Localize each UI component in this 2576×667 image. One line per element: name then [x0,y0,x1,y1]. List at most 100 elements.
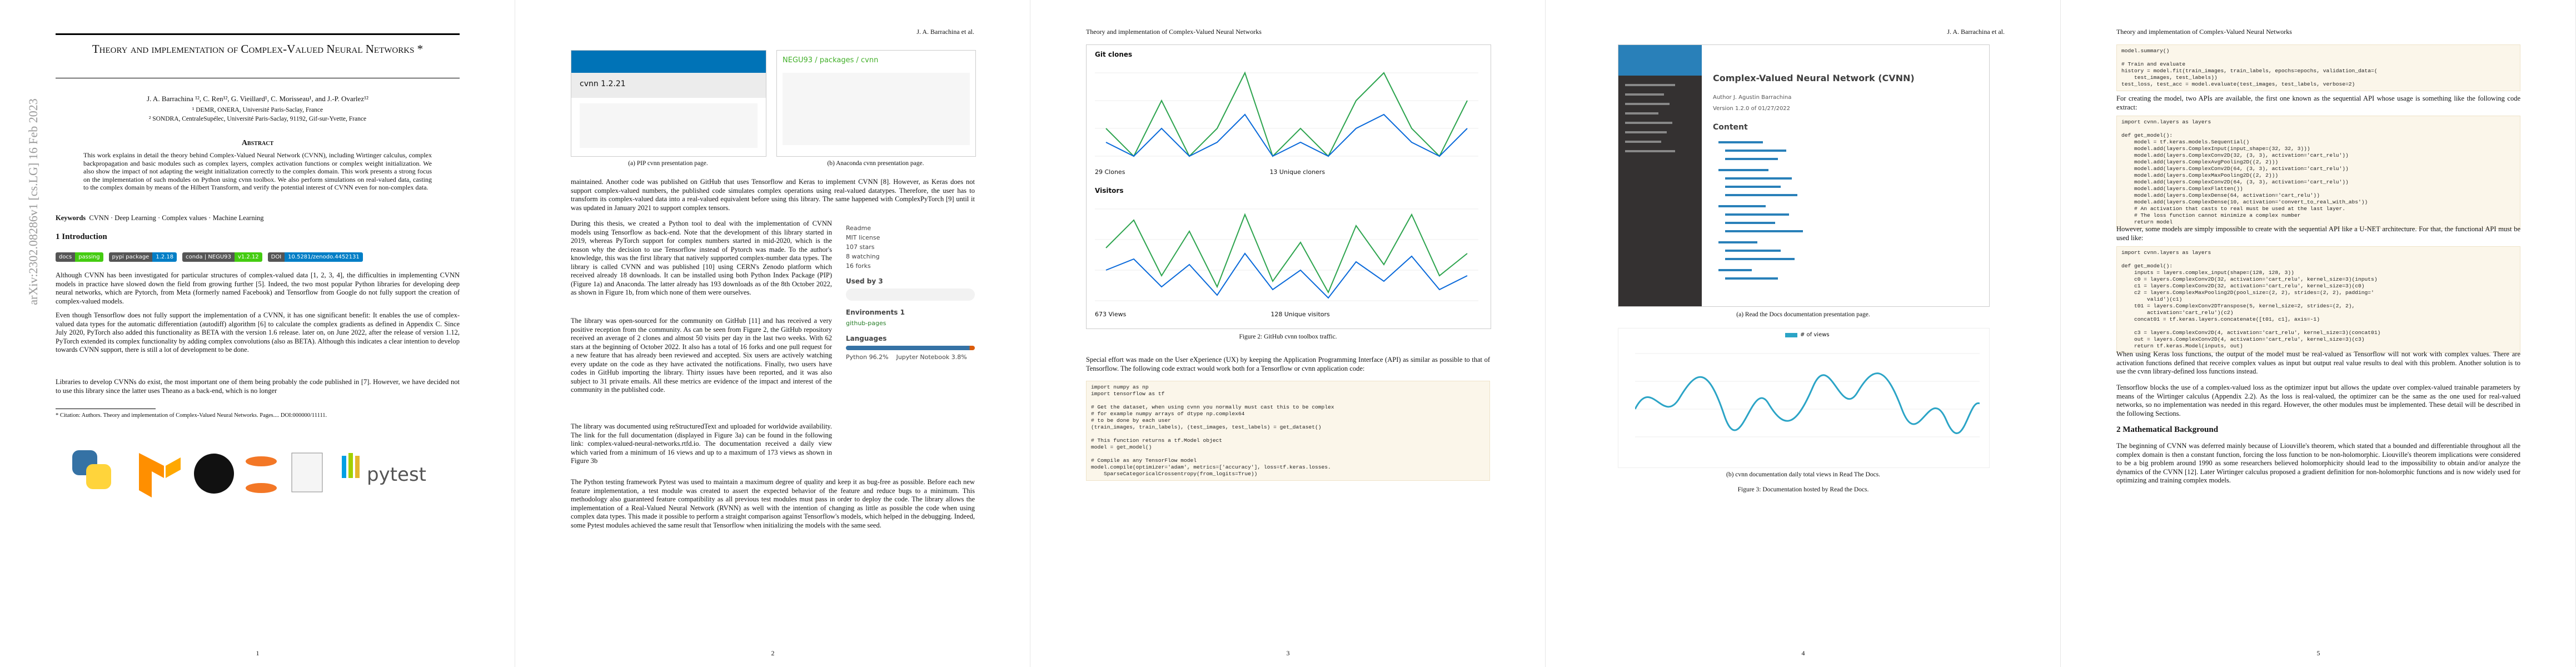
caption: Figure 3: Documentation hosted by Read t… [1737,486,1869,493]
paragraph: When using Keras loss functions, the out… [2116,350,2520,375]
sidebar-list: Readme MIT license 107 stars 8 watching 16 f… [846,225,975,270]
footnote: * Citation: Authors. Theory and implemen… [56,412,327,419]
keywords-label: Keywords [56,214,86,222]
paragraph: The library was documented using reStruc… [571,422,832,465]
language-bar [846,346,975,350]
logo-row: pytest [72,450,426,497]
docs-meta: Author J. Agustin Barrachina Version 1.2.… [1713,92,1791,115]
legend: # of views [1785,332,1830,338]
page-number: 1 [256,649,260,657]
running-header: J. A. Barrachina et al. [916,28,974,36]
page: arXiv:2302.08286v1 [cs.LG] 16 Feb 2023 T… [0,0,515,667]
chart-title: Git clones [1095,51,1133,58]
views-plot [1635,353,1980,437]
sidebar-item: 107 stars [846,243,875,251]
pip-banner [571,51,766,73]
page: Theory and implementation of Complex-Val… [2061,0,2576,667]
used-by-avatars [846,288,975,301]
badge-value: 10.5281/zenodo.4452131 [285,252,363,262]
badge-value: passing [75,252,103,262]
environment-item: github-pages [846,320,886,327]
running-header: Theory and implementation of Complex-Val… [2116,28,2292,36]
docs-sidebar [1618,45,1702,306]
paragraph: During this thesis, we created a Python … [571,220,832,296]
paragraph: Special effort was made on the User eXpe… [1086,356,1490,372]
badge-value: 1.2.18 [152,252,177,262]
keywords: Keywords CVNN · Deep Learning · Complex … [56,214,460,223]
conda-body [783,73,970,145]
docs-screenshot: Complex-Valued Neural Network (CVNN) Aut… [1618,44,1990,307]
page-number: 5 [2316,649,2320,657]
docs-meta-item: Version 1.2.0 of 01/27/2022 [1713,106,1791,112]
sidebar-item: MIT license [846,234,880,241]
clones-plot [1095,71,1478,157]
badge-label: pypi package [108,252,153,262]
paragraph: Although CVNN has been investigated for … [56,271,460,305]
docs-toc [1718,141,1803,280]
docs-sidebar-top [1618,45,1702,76]
language-item: Python 96.2% [846,354,889,361]
docs-content-heading: Content [1713,123,1748,132]
traffic-stat: 29 Clones [1095,168,1125,176]
paragraph: maintained. Another code was published o… [571,178,975,212]
running-header: Theory and implementation of Complex-Val… [1086,28,1262,36]
code-block: import cvnn.layers as layers def get_mod… [2116,116,2520,229]
docs-meta-item: Author J. Agustin Barrachina [1713,94,1792,101]
caption: (b) cvnn documentation daily total views… [1726,471,1880,478]
badge-value: v1.2.12 [234,252,262,262]
docs-title: Complex-Valued Neural Network (CVNN) [1713,73,1915,83]
code-block: model.summary() # Train and evaluate his… [2116,44,2520,91]
language-list: Python 96.2% Jupyter Notebook 3.8% [846,354,975,361]
badge-label: conda | NEGU93 [182,252,235,262]
python-logo [72,450,111,489]
pytest-label: pytest [367,464,426,486]
paragraph: Libraries to develop CVNNs do exist, the… [56,378,460,395]
paragraph: Tensorflow blocks the use of a complex-v… [2116,384,2520,417]
pip-title: cvnn 1.2.21 [571,73,766,98]
badge: pypi package 1.2.18 [108,252,177,262]
sidebar-item: 16 forks [846,262,871,270]
traffic-screenshot: Git clones 29 Clones 13 Unique cloners Vi… [1086,44,1491,329]
traffic-stat: 128 Unique visitors [1270,311,1330,318]
caption: (a) PIP cvnn presentation page. [628,160,708,167]
paragraph: For creating the model, two APIs are ava… [2116,94,2520,111]
code-block: import numpy as np import tensorflow as … [1086,381,1490,481]
page-number: 2 [771,649,775,657]
docs-nav [1625,84,1675,152]
page-number: 4 [1801,649,1805,657]
caption: Figure 2: GitHub cvnn toolbox traffic. [1239,334,1337,340]
affiliation: ² SONDRA, CentraleSupélec, Université Pa… [148,116,367,122]
github-sidebar: Readme MIT license 107 stars 8 watching 16 f… [846,222,975,361]
page: J. A. Barrachina et al. Complex-Valued N… [1546,0,2061,667]
arxiv-id: arXiv:2302.08286v1 [cs.LG] 16 Feb 2023 [26,98,40,305]
badge: docs passing [56,252,103,262]
section-heading: 1 Introduction [56,232,107,241]
abstract: This work explains in detail the theory … [83,151,432,191]
rule [56,33,460,35]
environments: Environments 1 [846,308,905,316]
paragraph: The Python testing framework Pytest was … [571,478,975,529]
used-by: Used by 3 [846,277,883,285]
language-item: Jupyter Notebook 3.8% [896,354,967,361]
paper-title: Theory and implementation of Complex-Val… [92,42,423,56]
keywords-text: CVNN · Deep Learning · Complex values · … [89,214,264,222]
paragraph: The library was open-sourced for the com… [571,317,832,394]
stats-row: 673 Views 128 Unique visitors [1095,311,1330,318]
pip-body [580,103,758,148]
conda-screenshot: NEGU93 / packages / cvnn [776,50,976,157]
abstract-heading: Abstract [241,139,274,147]
readthedocs-logo [291,452,323,492]
github-logo [194,454,234,494]
badge-row: docs passing pypi package 1.2.18 conda | NEG… [56,251,460,262]
legend-swatch [1785,332,1797,337]
code-block: import cvnn.layers as layers def get_mod… [2116,246,2520,353]
chart-title: Visitors [1095,187,1124,195]
authors: J. A. Barrachina ¹², C. Ren¹², G. Vieill… [147,94,368,103]
stats-row: 29 Clones 13 Unique cloners [1095,168,1325,176]
traffic-stat: 13 Unique cloners [1269,168,1326,176]
badge: DOI 10.5281/zenodo.4452131 [267,252,363,262]
conda-title: NEGU93 / packages / cvnn [783,56,879,64]
running-header: J. A. Barrachina et al. [1947,28,2005,36]
sidebar-item: 8 watching [846,253,880,260]
